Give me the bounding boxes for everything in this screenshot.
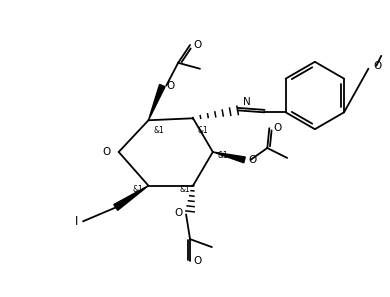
Text: N: N [243, 97, 250, 108]
Text: O: O [194, 256, 202, 266]
Text: O: O [248, 155, 257, 165]
Polygon shape [149, 84, 165, 120]
Text: O: O [373, 61, 381, 71]
Polygon shape [213, 152, 245, 163]
Text: O: O [273, 123, 281, 133]
Text: I: I [75, 215, 78, 228]
Text: &1: &1 [198, 126, 209, 135]
Text: &1: &1 [133, 185, 144, 194]
Text: O: O [103, 147, 111, 157]
Text: &1: &1 [179, 185, 190, 194]
Polygon shape [114, 186, 149, 210]
Text: O: O [175, 208, 183, 218]
Text: &1: &1 [153, 126, 164, 135]
Text: O: O [194, 40, 202, 50]
Text: &1: &1 [218, 151, 229, 160]
Text: O: O [166, 80, 174, 91]
